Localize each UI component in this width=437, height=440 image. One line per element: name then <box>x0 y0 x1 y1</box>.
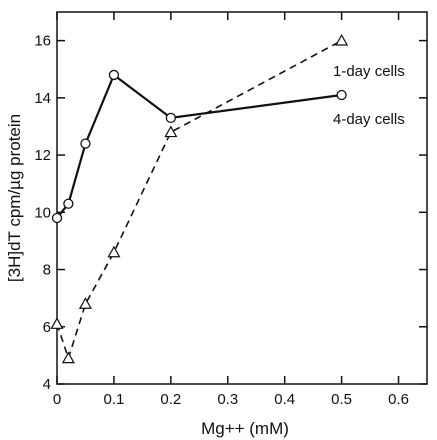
data-point-circle-4-day-cells <box>80 138 91 149</box>
y-tick-label: 14 <box>34 90 51 107</box>
x-tick-label: 0.2 <box>160 391 181 408</box>
y-tick-label: 8 <box>43 262 51 279</box>
plot-area <box>50 11 428 385</box>
data-point-triangle-1-day-cells <box>335 33 349 46</box>
y-tick-label: 16 <box>34 33 51 50</box>
series-label-1-day: 1-day cells <box>333 63 405 80</box>
series-line-1-day-cells <box>56 39 342 361</box>
x-tick-label: 0.3 <box>217 391 238 408</box>
data-point-triangle-1-day-cells <box>78 297 92 309</box>
data-point-triangle-1-day-cells <box>50 317 64 329</box>
data-point-circle-4-day-cells <box>165 112 176 124</box>
y-tick-label: 12 <box>34 147 51 164</box>
data-point-circle-4-day-cells <box>336 89 347 101</box>
series-lines <box>56 39 342 361</box>
series-line-4-day-cells <box>56 73 342 219</box>
data-point-circle-4-day-cells <box>51 212 63 224</box>
x-tick-label: 0.5 <box>331 391 352 408</box>
x-tick-label: 0 <box>53 391 61 408</box>
plot-frame <box>56 11 428 385</box>
y-axis-title: [3H]dT cpm/µg protein <box>5 114 24 282</box>
y-tick-label: 6 <box>43 319 51 336</box>
data-markers <box>50 33 349 364</box>
data-point-circle-4-day-cells <box>108 69 120 81</box>
data-point-triangle-1-day-cells <box>164 125 178 138</box>
data-point-circle-4-day-cells <box>63 198 74 209</box>
series-label-4-day: 4-day cells <box>333 111 405 128</box>
x-tick-label: 0.6 <box>388 391 409 408</box>
x-tick-label: 0.4 <box>274 391 295 408</box>
y-tick-label: 4 <box>43 376 51 393</box>
x-axis-title: Mg++ (mM) <box>201 419 289 438</box>
tick-labels: 0 0.1 0.2 0.3 0.4 0.5 0.6 4 6 8 10 12 14 16 <box>34 33 409 408</box>
x-tick-label: 0.1 <box>103 391 124 408</box>
y-tick-label: 10 <box>34 204 51 221</box>
data-point-triangle-1-day-cells <box>107 245 121 258</box>
data-point-triangle-1-day-cells <box>61 351 75 364</box>
